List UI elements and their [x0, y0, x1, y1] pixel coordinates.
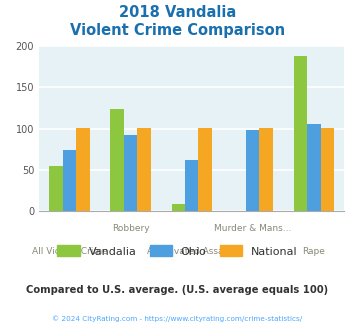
Legend: Vandalia, Ohio, National: Vandalia, Ohio, National: [58, 245, 297, 256]
Bar: [294, 56, 307, 211]
Bar: [49, 166, 63, 211]
Bar: [76, 128, 90, 211]
Text: Aggravated Assault: Aggravated Assault: [147, 248, 236, 256]
Bar: [260, 128, 273, 211]
Bar: [110, 109, 124, 211]
Bar: [321, 128, 334, 211]
Bar: [198, 128, 212, 211]
Text: Robbery: Robbery: [112, 224, 149, 233]
Text: Murder & Mans...: Murder & Mans...: [214, 224, 291, 233]
Bar: [307, 124, 321, 211]
Text: Violent Crime Comparison: Violent Crime Comparison: [70, 23, 285, 38]
Bar: [63, 150, 76, 211]
Text: Compared to U.S. average. (U.S. average equals 100): Compared to U.S. average. (U.S. average …: [26, 285, 329, 295]
Text: 2018 Vandalia: 2018 Vandalia: [119, 5, 236, 20]
Bar: [171, 204, 185, 211]
Text: All Violent Crime: All Violent Crime: [32, 248, 108, 256]
Bar: [124, 135, 137, 211]
Bar: [137, 128, 151, 211]
Bar: [246, 129, 260, 211]
Text: Rape: Rape: [302, 248, 325, 256]
Bar: [185, 160, 198, 211]
Text: © 2024 CityRating.com - https://www.cityrating.com/crime-statistics/: © 2024 CityRating.com - https://www.city…: [53, 315, 302, 322]
